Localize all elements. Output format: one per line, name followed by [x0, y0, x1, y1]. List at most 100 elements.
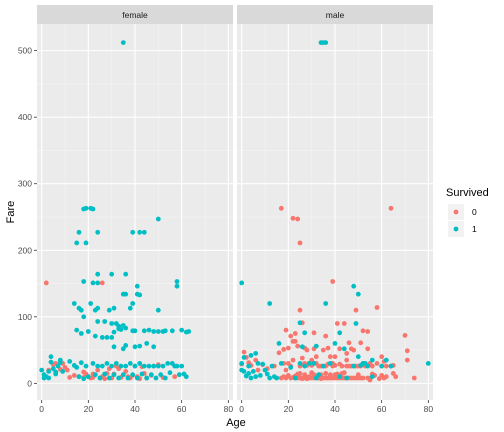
x-tick-label: 20: [84, 404, 94, 414]
data-point-survived-1: [120, 372, 126, 378]
data-point-survived-1: [137, 361, 143, 366]
data-point-survived-0: [297, 307, 303, 313]
data-point-survived-0: [393, 374, 399, 380]
data-point-survived-1: [137, 229, 143, 235]
data-point-survived-1: [106, 307, 112, 313]
data-point-survived-0: [360, 375, 366, 381]
data-point-survived-1: [46, 369, 52, 374]
data-point-survived-0: [102, 376, 108, 382]
data-point-survived-1: [257, 373, 263, 378]
data-point-survived-1: [104, 361, 110, 366]
y-tick-label: 500: [18, 46, 32, 56]
data-point-survived-0: [71, 373, 77, 378]
x-tick-label: 60: [177, 404, 187, 414]
data-point-survived-1: [85, 374, 91, 380]
data-point-survived-1: [248, 375, 254, 381]
facet-label-male: male: [326, 10, 345, 20]
data-point-survived-0: [292, 339, 298, 344]
data-point-survived-1: [78, 360, 84, 366]
data-point-survived-0: [288, 333, 294, 339]
data-point-survived-1: [169, 328, 175, 334]
y-axis-title: Fare: [5, 201, 17, 224]
data-point-survived-1: [337, 330, 343, 336]
data-point-survived-1: [81, 279, 87, 284]
data-point-survived-1: [130, 372, 136, 378]
data-point-survived-0: [172, 374, 178, 380]
data-point-survived-1: [162, 375, 168, 381]
data-point-survived-1: [39, 367, 45, 373]
legend-label-1: 1: [472, 224, 477, 234]
data-point-survived-1: [327, 361, 333, 366]
data-point-survived-1: [141, 229, 147, 235]
data-point-survived-1: [118, 327, 124, 332]
data-point-survived-0: [383, 363, 389, 369]
data-point-survived-1: [137, 292, 143, 298]
data-point-survived-1: [276, 341, 282, 346]
facet-label-female: female: [122, 10, 148, 20]
x-tick-label: 60: [377, 404, 387, 414]
data-point-survived-0: [64, 367, 70, 373]
data-point-survived-1: [248, 353, 254, 358]
data-point-survived-1: [425, 361, 431, 366]
data-point-survived-1: [320, 363, 326, 369]
data-point-survived-1: [46, 375, 52, 381]
data-point-survived-0: [327, 372, 333, 378]
y-tick-label: 100: [18, 312, 32, 322]
data-point-survived-0: [311, 330, 317, 336]
data-point-survived-0: [290, 215, 296, 221]
data-point-survived-1: [183, 374, 189, 380]
data-point-survived-1: [109, 321, 115, 326]
data-point-survived-1: [267, 301, 273, 306]
data-point-survived-0: [299, 355, 305, 361]
data-point-survived-1: [111, 344, 117, 350]
data-point-survived-0: [323, 371, 329, 376]
data-point-survived-0: [283, 367, 289, 373]
x-tick-label: 80: [424, 404, 434, 414]
data-point-survived-0: [344, 357, 350, 363]
data-point-survived-1: [99, 335, 105, 340]
data-point-survived-1: [113, 361, 119, 366]
data-point-survived-1: [365, 363, 371, 369]
data-point-survived-1: [355, 291, 361, 297]
data-point-survived-1: [278, 361, 284, 366]
data-point-survived-1: [104, 335, 110, 340]
data-point-survived-1: [179, 363, 185, 369]
data-point-survived-1: [123, 291, 129, 297]
data-point-survived-1: [55, 363, 61, 369]
data-point-survived-1: [123, 343, 129, 348]
data-point-survived-1: [306, 361, 312, 366]
data-point-survived-1: [95, 305, 101, 311]
data-point-survived-0: [404, 348, 410, 354]
data-point-survived-1: [297, 361, 303, 366]
data-point-survived-0: [365, 329, 371, 334]
data-point-survived-1: [123, 325, 129, 331]
data-point-survived-1: [155, 216, 161, 222]
data-point-survived-1: [120, 346, 126, 352]
data-point-survived-1: [269, 363, 275, 369]
legend-title: Survived: [446, 187, 489, 199]
data-point-survived-1: [239, 280, 245, 286]
data-point-survived-1: [67, 359, 73, 364]
data-point-survived-1: [262, 367, 268, 373]
data-point-survived-1: [71, 301, 77, 306]
data-point-survived-1: [299, 344, 305, 350]
data-point-survived-1: [174, 283, 180, 289]
data-point-survived-0: [285, 345, 291, 351]
data-point-survived-1: [341, 346, 347, 352]
data-point-survived-0: [295, 343, 301, 349]
data-point-survived-1: [155, 307, 161, 313]
data-point-survived-1: [167, 370, 173, 376]
data-point-survived-1: [48, 359, 54, 365]
data-point-survived-1: [127, 361, 133, 366]
data-point-survived-0: [358, 340, 364, 346]
data-point-survived-1: [316, 372, 322, 378]
data-point-survived-0: [332, 363, 338, 368]
data-point-survived-0: [43, 280, 49, 286]
data-point-survived-1: [120, 40, 126, 45]
data-point-survived-1: [78, 331, 84, 336]
data-point-survived-1: [292, 375, 298, 381]
data-point-survived-1: [344, 375, 350, 381]
data-point-survived-1: [106, 375, 112, 381]
data-point-survived-1: [74, 365, 80, 370]
